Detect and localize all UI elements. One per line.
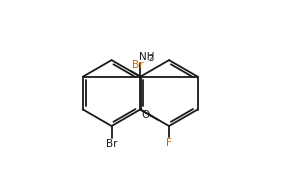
Text: F: F (166, 138, 172, 148)
Text: Br: Br (106, 139, 117, 149)
Text: O: O (141, 111, 149, 120)
Text: NH: NH (139, 52, 155, 62)
Text: Br: Br (132, 60, 143, 70)
Text: 2: 2 (149, 54, 153, 63)
